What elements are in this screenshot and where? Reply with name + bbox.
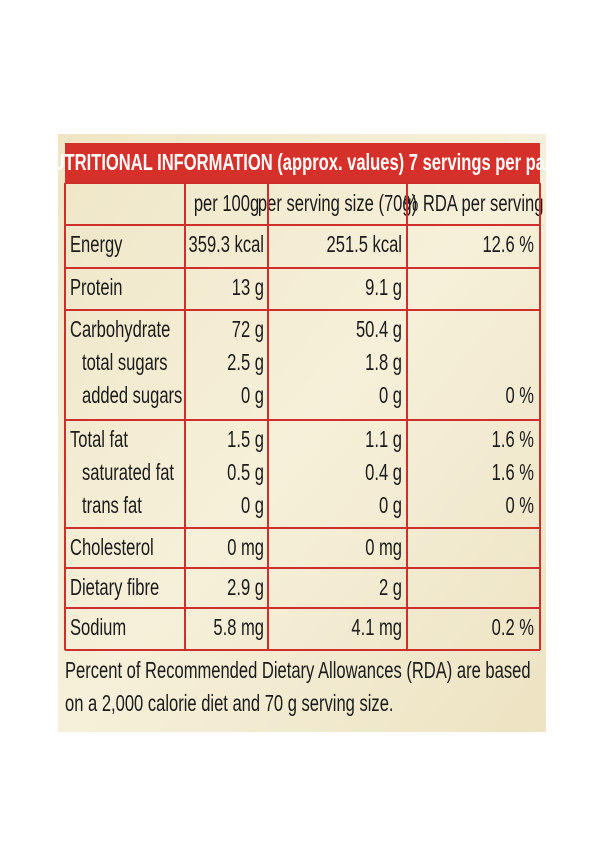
column-header: % RDA per serving bbox=[404, 192, 544, 217]
nutrient-value: 0 g bbox=[379, 384, 402, 409]
nutrient-value: 1.1 g bbox=[365, 428, 402, 453]
nutrient-value: 0 % bbox=[505, 384, 534, 409]
nutrient-name: Carbohydrate bbox=[70, 318, 170, 343]
nutrient-value: 0.5 g bbox=[227, 461, 264, 486]
nutrient-name: Total fat bbox=[70, 428, 128, 453]
nutrient-value: 50.4 g bbox=[356, 318, 402, 343]
nutrient-value: 4.1 mg bbox=[351, 616, 402, 641]
nutrient-value: 0 mg bbox=[365, 536, 402, 561]
footnote: on a 2,000 calorie diet and 70 g serving… bbox=[65, 692, 394, 717]
nutrient-value: 0 g bbox=[379, 494, 402, 519]
nutrient-name: added sugars bbox=[82, 384, 182, 409]
nutrient-value: 0 g bbox=[241, 384, 264, 409]
nutrient-name: Dietary fibre bbox=[70, 576, 159, 601]
nutrient-name: trans fat bbox=[82, 494, 142, 519]
nutrient-name: Energy bbox=[70, 233, 122, 258]
nutrient-value: 0.2 % bbox=[492, 616, 534, 641]
nutrient-value: 9.1 g bbox=[365, 276, 402, 301]
nutrient-value: 12.6 % bbox=[482, 233, 534, 258]
nutrient-value: 72 g bbox=[232, 318, 264, 343]
column-header: per serving size (70g) bbox=[258, 192, 417, 217]
nutrient-value: 2 g bbox=[379, 576, 402, 601]
nutrient-name: saturated fat bbox=[82, 461, 174, 486]
header-band bbox=[65, 143, 540, 183]
nutrient-value: 0.4 g bbox=[365, 461, 402, 486]
nutrient-name: Sodium bbox=[70, 616, 126, 641]
nutrient-value: 5.8 mg bbox=[213, 616, 264, 641]
nutrient-value: 2.9 g bbox=[227, 576, 264, 601]
nutrient-value: 2.5 g bbox=[227, 351, 264, 376]
nutrient-value: 1.5 g bbox=[227, 428, 264, 453]
nutrient-name: total sugars bbox=[82, 351, 168, 376]
nutrient-value: 13 g bbox=[232, 276, 264, 301]
column-header: per 100g bbox=[194, 192, 259, 217]
nutrient-value: 1.6 % bbox=[492, 428, 534, 453]
nutrient-value: 0 mg bbox=[227, 536, 264, 561]
nutrient-value: 359.3 kcal bbox=[189, 233, 264, 258]
nutrient-value: 0 % bbox=[505, 494, 534, 519]
nutrient-name: Cholesterol bbox=[70, 536, 154, 561]
nutrient-value: 251.5 kcal bbox=[327, 233, 402, 258]
nutrient-value: 1.8 g bbox=[365, 351, 402, 376]
nutrient-name: Protein bbox=[70, 276, 122, 301]
table-title: NUTRITIONAL INFORMATION (approx. values)… bbox=[41, 151, 564, 176]
footnote: Percent of Recommended Dietary Allowance… bbox=[65, 659, 531, 684]
nutrient-value: 1.6 % bbox=[492, 461, 534, 486]
label-background bbox=[58, 134, 546, 732]
nutrient-value: 0 g bbox=[241, 494, 264, 519]
